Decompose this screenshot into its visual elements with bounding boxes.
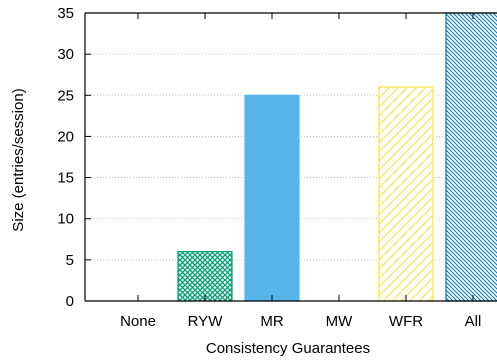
bar-mr: [244, 94, 300, 302]
y-tick-label: 30: [57, 46, 74, 63]
y-tick-label: 20: [57, 128, 74, 145]
x-tick-label: None: [120, 313, 156, 330]
axes: [84, 12, 497, 302]
bar-wfr: [378, 86, 434, 302]
x-tick-label: RYW: [188, 313, 224, 330]
bar-all: [445, 12, 497, 302]
y-tick-label: 0: [66, 293, 74, 310]
y-tick-label: 10: [57, 211, 74, 228]
x-tick-label: MR: [260, 313, 283, 330]
tick-labels: 0 5 10 15 20 25 30 35 None RYW MR MW WFR All: [57, 5, 481, 330]
y-axis-title: Size (entries/session): [10, 88, 27, 231]
x-tick-label: All: [465, 313, 482, 330]
bars: [177, 12, 497, 302]
y-tick-label: 15: [57, 170, 74, 187]
x-tick-label: MW: [326, 313, 353, 330]
y-tick-label: 25: [57, 87, 74, 104]
bar-ryw: [177, 251, 233, 302]
x-axis-title: Consistency Guarantees: [206, 340, 370, 357]
y-tick-label: 35: [57, 5, 74, 22]
x-tick-label: WFR: [389, 313, 423, 330]
y-tick-label: 5: [66, 252, 74, 269]
